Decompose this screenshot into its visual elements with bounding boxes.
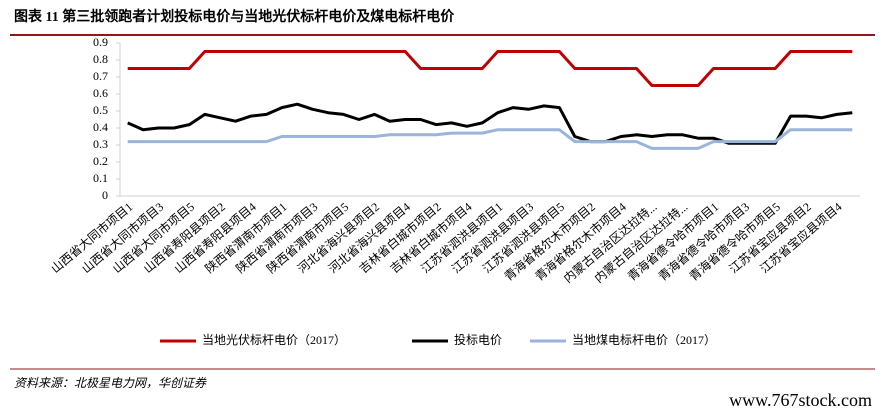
y-tick-label: 0.5 (93, 103, 108, 117)
watermark: www.767stock.com (729, 390, 872, 410)
y-tick-label: 0.4 (93, 120, 108, 134)
series-line (127, 102, 853, 145)
series-line (127, 128, 853, 150)
y-tick-label: 0.9 (93, 35, 108, 49)
y-tick-label: 0.8 (93, 52, 108, 66)
y-tick-label: 0.6 (93, 86, 108, 100)
legend-label: 当地光伏标杆电价（2017） (202, 333, 346, 347)
legend-label: 投标电价 (454, 332, 502, 347)
chart-title: 图表 11 第三批领跑者计划投标电价与当地光伏标杆电价及煤电标杆电价 (14, 8, 455, 25)
y-tick-label: 0.1 (93, 171, 108, 185)
series-line (127, 50, 853, 87)
y-tick-label: 0.3 (93, 137, 108, 151)
y-tick-label: 0.7 (93, 69, 108, 83)
source: 资料来源：北极星电力网，华创证券 (14, 376, 207, 390)
y-tick-label: 0 (102, 188, 108, 202)
legend-label: 当地煤电标杆电价（2017） (572, 333, 716, 347)
y-tick-label: 0.2 (93, 154, 108, 168)
